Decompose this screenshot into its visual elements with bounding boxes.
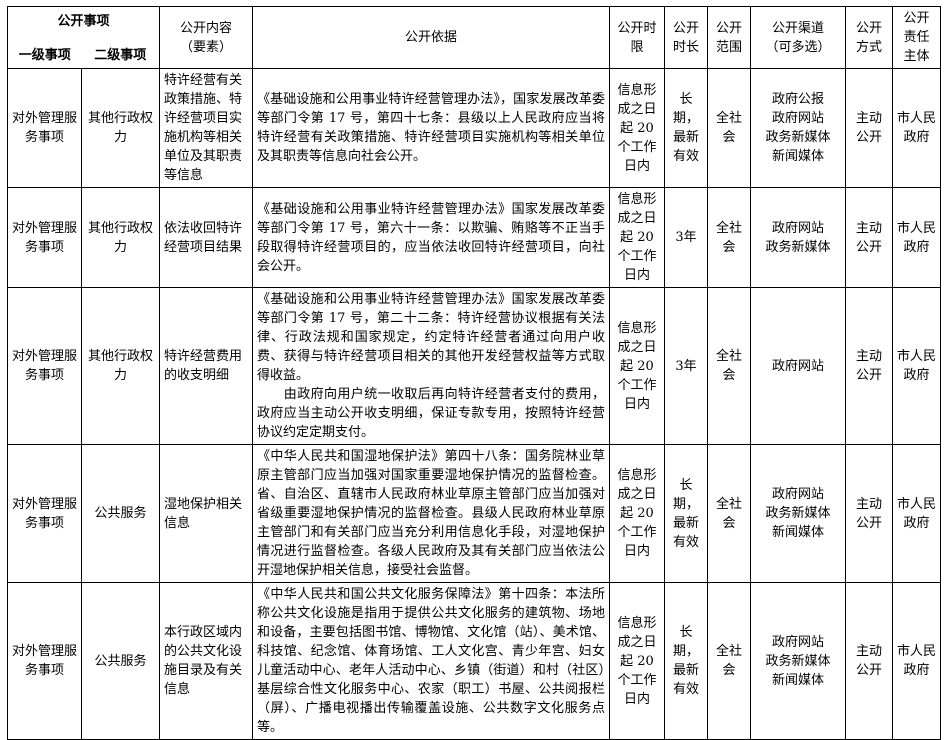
cell-method: 主动公开 [845, 187, 893, 288]
cell-responsible: 市人民政府 [892, 287, 941, 445]
cell-level1: 对外管理服务事项 [7, 444, 82, 583]
cell-channels: 政府网站 政务新媒体 新闻媒体 [750, 582, 846, 740]
cell-basis: 《中华人民共和国湿地保护法》第四十八条：国务院林业草原主管部门应当加强对国家重要… [252, 444, 610, 583]
cell-content: 本行政区域内的公共文化设施目录及有关信息 [159, 582, 253, 740]
cell-level1: 对外管理服务事项 [7, 68, 82, 188]
cell-duration: 长期，最新有效 [664, 444, 708, 583]
cell-time-limit: 信息形成之日起 20 个工作日内 [609, 582, 665, 740]
header-row: 公开事项 一级事项 二级事项 公开内容 （要素） 公开依据 公开时 限 公开 时… [7, 6, 941, 69]
disclosure-table: 公开事项 一级事项 二级事项 公开内容 （要素） 公开依据 公开时 限 公开 时… [7, 6, 941, 740]
cell-time-limit: 信息形成之日起 20 个工作日内 [609, 187, 665, 288]
cell-level2: 其他行政权力 [81, 287, 160, 445]
cell-content: 依法收回特许经营项目结果 [159, 187, 253, 288]
cell-channels: 政府网站 [750, 287, 846, 445]
cell-responsible: 市人民政府 [892, 68, 941, 188]
cell-time-limit: 信息形成之日起 20 个工作日内 [609, 68, 665, 188]
cell-method: 主动公开 [845, 444, 893, 583]
cell-duration: 长期，最新有效 [664, 582, 708, 740]
cell-channels: 政府网站 政务新媒体 [750, 187, 846, 288]
cell-basis: 《基础设施和公用事业特许经营管理办法》国家发展改革委等部门令第 17 号，第六十… [252, 187, 610, 288]
cell-scope: 全社会 [707, 287, 751, 445]
header-group-items: 公开事项 一级事项 二级事项 [7, 6, 160, 69]
header-group-title: 公开事项 [57, 14, 110, 29]
cell-content: 湿地保护相关信息 [159, 444, 253, 583]
header-level2: 二级事项 [94, 48, 147, 63]
cell-scope: 全社会 [707, 444, 751, 583]
cell-level2: 公共服务 [81, 582, 160, 740]
cell-level1: 对外管理服务事项 [7, 187, 82, 288]
table-row: 对外管理服务事项 其他行政权力 依法收回特许经营项目结果 《基础设施和公用事业特… [7, 187, 941, 288]
header-level1: 一级事项 [18, 48, 71, 63]
cell-responsible: 市人民政府 [892, 444, 941, 583]
cell-basis: 《基础设施和公用事业特许经营管理办法》国家发展改革委等部门令第 17 号，第二十… [252, 287, 610, 445]
cell-level2: 其他行政权力 [81, 68, 160, 188]
header-method: 公开 方式 [845, 6, 893, 69]
header-content: 公开内容 （要素） [159, 6, 253, 69]
cell-channels: 政府公报 政府网站 政务新媒体 新闻媒体 [750, 68, 846, 188]
cell-method: 主动公开 [845, 68, 893, 188]
cell-duration: 长期，最新有效 [664, 68, 708, 188]
cell-level2: 其他行政权力 [81, 187, 160, 288]
header-basis: 公开依据 [252, 6, 610, 69]
cell-content: 特许经营有关政策措施、特许经营项目实施机构等相关单位及其职责等信息 [159, 68, 253, 188]
header-duration: 公开 时长 [664, 6, 708, 69]
cell-basis: 《中华人民共和国公共文化服务保障法》第十四条：本法所称公共文化设施是指用于提供公… [252, 582, 610, 740]
cell-responsible: 市人民政府 [892, 187, 941, 288]
table-row: 对外管理服务事项 其他行政权力 特许经营有关政策措施、特许经营项目实施机构等相关… [7, 68, 941, 188]
cell-level2: 公共服务 [81, 444, 160, 583]
cell-time-limit: 信息形成之日起 20 个工作日内 [609, 444, 665, 583]
header-time-limit: 公开时 限 [609, 6, 665, 69]
cell-level1: 对外管理服务事项 [7, 582, 82, 740]
table-row: 对外管理服务事项 公共服务 本行政区域内的公共文化设施目录及有关信息 《中华人民… [7, 582, 941, 740]
cell-channels: 政府网站 政务新媒体 新闻媒体 [750, 444, 846, 583]
cell-basis: 《基础设施和公用事业特许经营管理办法》，国家发展改革委等部门令第 17 号，第四… [252, 68, 610, 188]
header-channel: 公开渠道 （可多选） [750, 6, 846, 69]
cell-responsible: 市人民政府 [892, 582, 941, 740]
cell-scope: 全社会 [707, 187, 751, 288]
table-row: 对外管理服务事项 公共服务 湿地保护相关信息 《中华人民共和国湿地保护法》第四十… [7, 444, 941, 583]
cell-method: 主动公开 [845, 287, 893, 445]
header-responsible: 公开 责任 主体 [892, 6, 941, 69]
cell-time-limit: 信息形成之日起 20 个工作日内 [609, 287, 665, 445]
cell-duration: 3年 [664, 187, 708, 288]
cell-duration: 3年 [664, 287, 708, 445]
cell-level1: 对外管理服务事项 [7, 287, 82, 445]
cell-content: 特许经营费用的收支明细 [159, 287, 253, 445]
header-scope: 公开 范围 [707, 6, 751, 69]
cell-method: 主动公开 [845, 582, 893, 740]
cell-scope: 全社会 [707, 68, 751, 188]
table-row: 对外管理服务事项 其他行政权力 特许经营费用的收支明细 《基础设施和公用事业特许… [7, 287, 941, 445]
disclosure-table-page: 公开事项 一级事项 二级事项 公开内容 （要素） 公开依据 公开时 限 公开 时… [7, 6, 941, 740]
cell-scope: 全社会 [707, 582, 751, 740]
